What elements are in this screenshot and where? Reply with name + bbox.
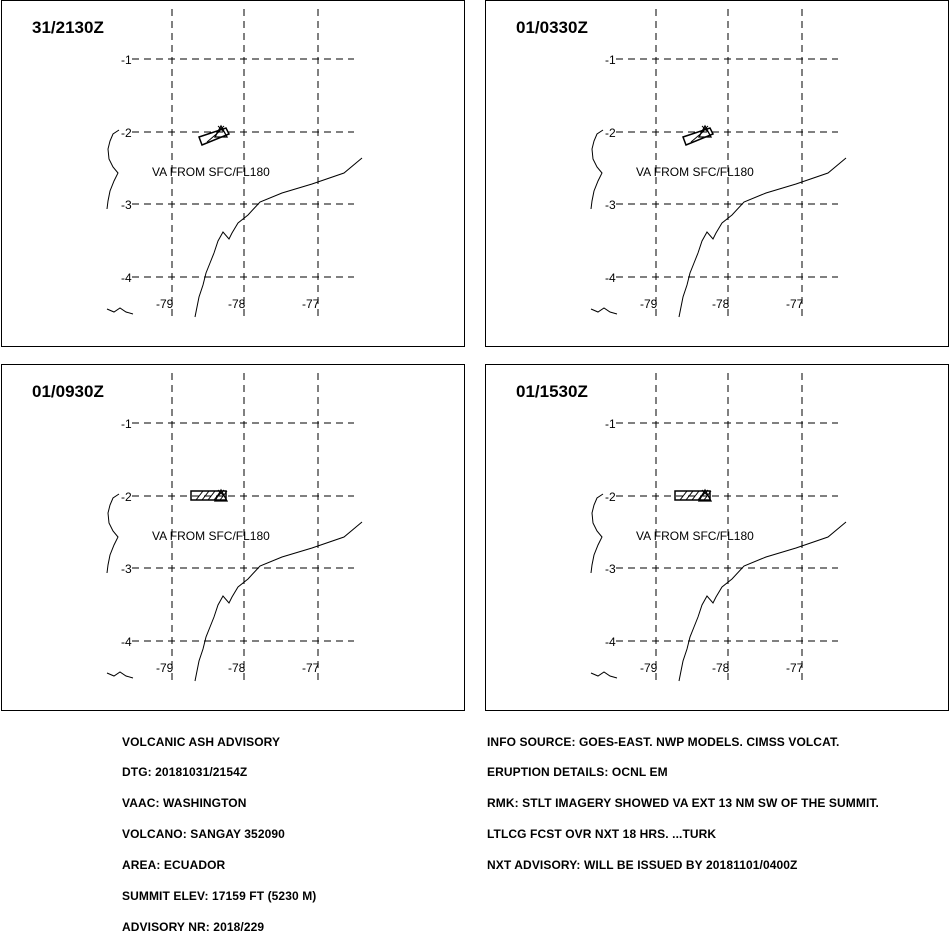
latitude-label: -3: [121, 198, 132, 212]
longitude-label: -78: [712, 297, 730, 311]
advisory-header: VOLCANIC ASH ADVISORY DTG: 20181031/2154…: [122, 716, 316, 943]
longitude-label: -78: [228, 661, 246, 675]
advisory-line: SUMMIT ELEV: 17159 FT (5230 M): [122, 889, 317, 904]
latitude-label: -2: [121, 490, 132, 504]
latitude-label: -4: [605, 635, 616, 649]
coastline: [590, 671, 618, 679]
advisory-line: LTLCG FCST OVR NXT 18 HRS. ...TURK: [487, 827, 717, 842]
ash-hatch: [195, 490, 204, 501]
volcano-mark: [217, 125, 225, 133]
panel-time: 01/0930Z: [32, 382, 104, 401]
advisory-line: INFO SOURCE: GOES-EAST. NWP MODELS. CIMS…: [487, 734, 840, 749]
advisory-line: NXT ADVISORY: WILL BE ISSUED BY 20181101…: [487, 858, 798, 873]
longitude-label: -77: [302, 297, 320, 311]
volcano-mark: [701, 489, 709, 497]
latitude-label: -1: [605, 417, 616, 431]
country-border: [194, 157, 363, 318]
forecast-panel-2: 01/0330Z -1 -2 -3 -4 -79 -78 -77 VA FROM SFC/FL…: [485, 0, 949, 347]
panel-time: 01/1530Z: [516, 382, 588, 401]
advisory-line: RMK: STLT IMAGERY SHOWED VA EXT 13 NM SW…: [487, 796, 879, 811]
longitude-label: -79: [640, 661, 658, 675]
panel-time: 31/2130Z: [32, 18, 104, 37]
latitude-label: -1: [121, 53, 132, 67]
ash-hatch: [679, 490, 688, 501]
latitude-label: -4: [121, 635, 132, 649]
advisory-line: ADVISORY NR: 2018/229: [122, 919, 265, 934]
advisory-remarks: INFO SOURCE: GOES-EAST. NWP MODELS. CIMS…: [487, 716, 879, 881]
latitude-label: -2: [605, 126, 616, 140]
ash-map: -1 -2 -3 -4 -79 -78 -77 VA FROM SFC/FL180: [106, 9, 363, 319]
advisory-line: VAAC: WASHINGTON: [122, 796, 247, 811]
volcano-icon: [213, 124, 229, 138]
latitude-label: -3: [605, 562, 616, 576]
longitude-label: -79: [640, 297, 658, 311]
coastline: [106, 493, 120, 574]
country-border: [678, 521, 847, 682]
ash-hatch: [201, 490, 210, 501]
ash-hatch: [691, 490, 700, 501]
latitude-label: -3: [121, 562, 132, 576]
ash-map: -1 -2 -3 -4 -79 -78 -77 VA FROM SFC/FL180: [590, 373, 847, 683]
advisory-line: DTG: 20181031/2154Z: [122, 765, 248, 780]
ash-level-label: VA FROM SFC/FL180: [152, 529, 270, 543]
longitude-label: -78: [712, 661, 730, 675]
panel-time: 01/0330Z: [516, 18, 588, 37]
ash-map: -1 -2 -3 -4 -79 -78 -77 VA FROM SFC/FL180: [106, 373, 363, 683]
ash-level-label: VA FROM SFC/FL180: [636, 165, 754, 179]
longitude-label: -79: [156, 297, 174, 311]
latitude-label: -4: [121, 271, 132, 285]
coastline: [590, 307, 618, 315]
ash-level-label: VA FROM SFC/FL180: [636, 529, 754, 543]
coastline: [590, 129, 604, 210]
coastline: [106, 129, 120, 210]
ash-hatch: [207, 490, 216, 501]
advisory-line: ERUPTION DETAILS: OCNL EM: [487, 765, 668, 780]
coastline: [590, 493, 604, 574]
longitude-label: -79: [156, 661, 174, 675]
coastline: [106, 671, 134, 679]
coastline: [106, 307, 134, 315]
advisory-line: VOLCANIC ASH ADVISORY: [122, 734, 281, 749]
ash-cloud-outline: [198, 127, 231, 146]
country-border: [678, 157, 847, 318]
forecast-panel-1: 31/2130Z -1 -2 -3 -4 -79 -78 -77 VA FROM SFC/FL…: [1, 0, 465, 347]
volcano-mark: [217, 489, 225, 497]
latitude-label: -1: [605, 53, 616, 67]
country-border: [194, 521, 363, 682]
latitude-label: -1: [121, 417, 132, 431]
ash-level-label: VA FROM SFC/FL180: [152, 165, 270, 179]
volcano-icon: [697, 488, 713, 502]
longitude-label: -77: [786, 661, 804, 675]
advisory-line: VOLCANO: SANGAY 352090: [122, 827, 285, 842]
longitude-label: -77: [302, 661, 320, 675]
longitude-label: -77: [786, 297, 804, 311]
latitude-label: -4: [605, 271, 616, 285]
longitude-label: -78: [228, 297, 246, 311]
forecast-panel-4: 01/1530Z -1 -2 -3 -4 -79 -78 -77 VA FROM SFC/FL…: [485, 364, 949, 711]
ash-hatch: [685, 490, 694, 501]
ash-map: -1 -2 -3 -4 -79 -78 -77 VA FROM SFC/FL180: [590, 9, 847, 319]
advisory-line: AREA: ECUADOR: [122, 858, 226, 873]
volcano-icon: [697, 124, 713, 138]
latitude-label: -2: [121, 126, 132, 140]
volcano-icon: [213, 488, 229, 502]
latitude-label: -3: [605, 198, 616, 212]
volcano-mark: [701, 125, 709, 133]
latitude-label: -2: [605, 490, 616, 504]
forecast-panel-3: 01/0930Z -1 -2 -3 -4 -79 -78 -77 VA FROM SFC/FL…: [1, 364, 465, 711]
ash-cloud-outline: [682, 127, 715, 146]
